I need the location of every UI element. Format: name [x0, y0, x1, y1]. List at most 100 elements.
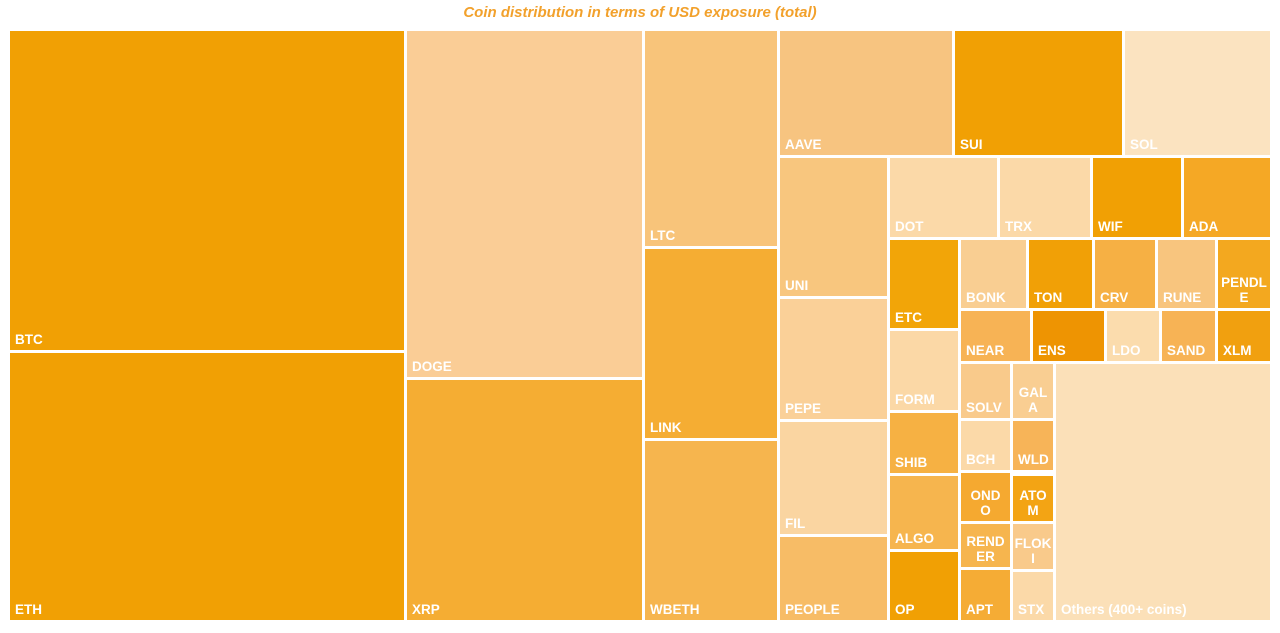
treemap-tile-pepe[interactable]: PEPE	[780, 299, 887, 419]
treemap-tile-bonk[interactable]: BONK	[961, 240, 1026, 308]
tile-label: Others (400+ coins)	[1061, 601, 1187, 617]
treemap-tile-link[interactable]: LINK	[645, 249, 777, 438]
treemap-tile-ens[interactable]: ENS	[1033, 311, 1104, 361]
treemap-tile-stx[interactable]: STX	[1013, 572, 1053, 620]
tile-label-line: E	[1239, 289, 1249, 305]
tile-label: ALGO	[895, 530, 934, 546]
treemap-tile-dot[interactable]: DOT	[890, 158, 997, 237]
treemap-tile-wbeth[interactable]: WBETH	[645, 441, 777, 620]
treemap-tile-fil[interactable]: FIL	[780, 422, 887, 534]
treemap-tile-form[interactable]: FORM	[890, 331, 958, 410]
treemap-tile-atom[interactable]: ATO M	[1013, 476, 1053, 521]
tile-label: FLOK I	[1014, 536, 1053, 569]
tile-label: PEOPLE	[785, 601, 840, 617]
tile-label-line: I	[1031, 550, 1035, 566]
treemap-tile-ondo[interactable]: OND O	[961, 473, 1010, 521]
tile-label: WLD	[1018, 451, 1049, 467]
treemap-tile-doge[interactable]: DOGE	[407, 31, 642, 377]
tile-label: FORM	[895, 391, 935, 407]
tile-label: LDO	[1112, 342, 1141, 358]
tile-label: SAND	[1167, 342, 1206, 358]
tile-label: CRV	[1100, 289, 1129, 305]
tile-label: ENS	[1038, 342, 1066, 358]
treemap-tile-xrp[interactable]: XRP	[407, 380, 642, 620]
treemap-tile-crv[interactable]: CRV	[1095, 240, 1155, 308]
tile-label: ATO M	[1018, 488, 1047, 521]
tile-label-line: FLOK	[1014, 535, 1052, 551]
treemap-tile-floki[interactable]: FLOK I	[1013, 524, 1053, 569]
tile-label: PENDL E	[1220, 275, 1268, 308]
treemap-tile-shib[interactable]: SHIB	[890, 413, 958, 473]
tile-label: DOGE	[412, 358, 452, 374]
treemap-tile-wif[interactable]: WIF	[1093, 158, 1181, 237]
tile-label: DOT	[895, 218, 924, 234]
tile-label-line: M	[1027, 502, 1039, 518]
tile-label-line: PENDL	[1221, 274, 1267, 290]
treemap-tile-sand[interactable]: SAND	[1162, 311, 1215, 361]
treemap-tile-op[interactable]: OP	[890, 552, 958, 620]
tile-label-line: A	[1028, 399, 1038, 415]
tile-label: ETC	[895, 309, 922, 325]
treemap-tile-others-400-coins[interactable]: Others (400+ coins)	[1056, 364, 1270, 620]
tile-label: FIL	[785, 515, 806, 531]
tile-label: ADA	[1189, 218, 1219, 234]
treemap-tile-ldo[interactable]: LDO	[1107, 311, 1159, 361]
treemap-tile-ltc[interactable]: LTC	[645, 31, 777, 246]
treemap-tile-rune[interactable]: RUNE	[1158, 240, 1215, 308]
treemap-tile-etc[interactable]: ETC	[890, 240, 958, 328]
treemap-tile-eth[interactable]: ETH	[10, 353, 404, 620]
tile-label: LINK	[650, 419, 682, 435]
tile-label-line: REND	[966, 533, 1005, 549]
tile-label-line: OND	[970, 487, 1001, 503]
tile-label: BTC	[15, 331, 43, 347]
tile-label-line: ATO	[1019, 487, 1047, 503]
tile-label: SHIB	[895, 454, 928, 470]
treemap-tile-sui[interactable]: SUI	[955, 31, 1122, 155]
tile-label: OND O	[970, 488, 1002, 521]
tile-label: APT	[966, 601, 993, 617]
treemap-tile-btc[interactable]: BTC	[10, 31, 404, 350]
tile-label: TON	[1034, 289, 1063, 305]
tile-label-line: GAL	[1018, 384, 1048, 400]
tile-label: WBETH	[650, 601, 700, 617]
tile-label: XRP	[412, 601, 440, 617]
treemap-tile-wld[interactable]: WLD	[1013, 421, 1053, 470]
tile-label-line: O	[980, 502, 991, 518]
tile-label: REND ER	[965, 534, 1005, 567]
tile-label: TRX	[1005, 218, 1032, 234]
treemap-tile-apt[interactable]: APT	[961, 570, 1010, 620]
treemap-tile-pendle[interactable]: PENDL E	[1218, 240, 1270, 308]
treemap-tile-bch[interactable]: BCH	[961, 421, 1010, 470]
treemap-tile-render[interactable]: REND ER	[961, 524, 1010, 567]
tile-label: OP	[895, 601, 915, 617]
treemap-tile-people[interactable]: PEOPLE	[780, 537, 887, 620]
tile-label: GAL A	[1018, 385, 1049, 418]
tile-label: NEAR	[966, 342, 1005, 358]
treemap-tile-xlm[interactable]: XLM	[1218, 311, 1270, 361]
treemap-tile-ada[interactable]: ADA	[1184, 158, 1270, 237]
treemap-tile-gala[interactable]: GAL A	[1013, 364, 1053, 418]
tile-label: AAVE	[785, 136, 822, 152]
tile-label: STX	[1018, 601, 1045, 617]
treemap-tile-uni[interactable]: UNI	[780, 158, 887, 296]
treemap-tile-solv[interactable]: SOLV	[961, 364, 1010, 418]
tile-label: LTC	[650, 227, 676, 243]
tile-label: RUNE	[1163, 289, 1202, 305]
tile-label: ETH	[15, 601, 42, 617]
tile-label: SOL	[1130, 136, 1158, 152]
treemap-tile-near[interactable]: NEAR	[961, 311, 1030, 361]
tile-label: BONK	[966, 289, 1006, 305]
tile-label: UNI	[785, 277, 809, 293]
tile-label: WIF	[1098, 218, 1123, 234]
treemap-tile-ton[interactable]: TON	[1029, 240, 1092, 308]
tile-label: PEPE	[785, 400, 822, 416]
tile-label: BCH	[966, 451, 996, 467]
chart-title: Coin distribution in terms of USD exposu…	[463, 4, 817, 21]
treemap-tile-algo[interactable]: ALGO	[890, 476, 958, 549]
tile-label: XLM	[1223, 342, 1252, 358]
treemap-tile-aave[interactable]: AAVE	[780, 31, 952, 155]
treemap-tile-sol[interactable]: SOL	[1125, 31, 1270, 155]
treemap-tile-trx[interactable]: TRX	[1000, 158, 1090, 237]
